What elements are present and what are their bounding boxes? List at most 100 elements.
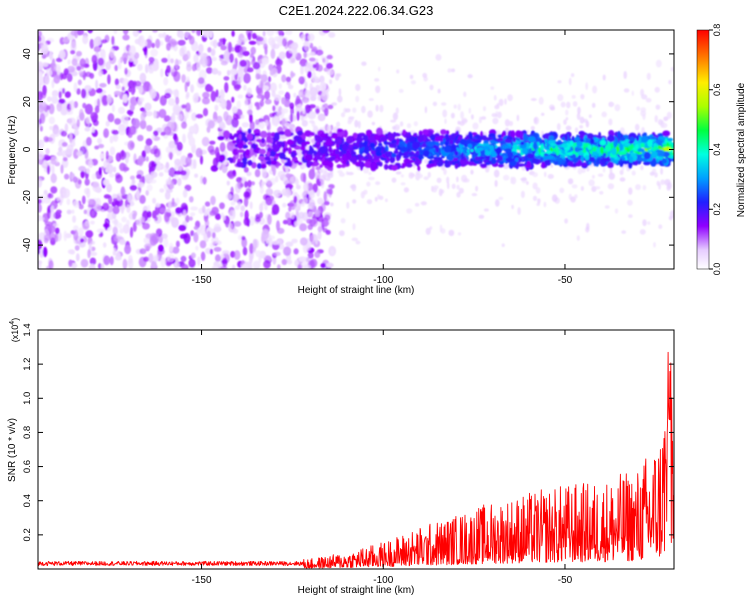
- noise-spot: [78, 165, 86, 172]
- halo-spot: [607, 183, 615, 190]
- noise-spot: [156, 163, 162, 168]
- signal-spot: [337, 128, 343, 133]
- spectrogram-x-tick-label: -100: [373, 275, 393, 286]
- halo-spot: [450, 68, 456, 73]
- halo-spot: [375, 85, 381, 94]
- noise-spot: [220, 45, 227, 51]
- noise-spot: [209, 248, 213, 255]
- noise-spot: [51, 90, 59, 97]
- signal-spot: [661, 158, 668, 164]
- noise-spot: [306, 62, 311, 68]
- noise-spot: [39, 40, 48, 51]
- halo-spot: [444, 118, 447, 125]
- halo-spot: [291, 178, 295, 184]
- noise-spot: [207, 47, 212, 53]
- noise-spot: [174, 58, 179, 70]
- noise-spot: [80, 170, 85, 179]
- noise-spot: [139, 39, 148, 48]
- noise-spot: [265, 197, 273, 206]
- noise-spot: [301, 96, 310, 104]
- halo-spot: [557, 80, 562, 84]
- noise-spot: [97, 57, 105, 66]
- signal-spot: [627, 161, 633, 169]
- snr-series-line: [38, 351, 674, 569]
- signal-spot: [427, 130, 433, 135]
- halo-spot: [298, 211, 305, 219]
- noise-spot: [233, 250, 241, 260]
- noise-spot: [261, 230, 270, 240]
- noise-spot: [303, 41, 311, 47]
- halo-spot: [495, 199, 500, 207]
- halo-spot: [636, 106, 641, 111]
- halo-spot: [645, 97, 652, 103]
- noise-spot: [74, 245, 80, 251]
- noise-spot: [64, 123, 69, 133]
- signal-spot: [328, 161, 334, 169]
- signal-spot: [520, 141, 525, 145]
- snr-frame: [37, 329, 675, 570]
- noise-spot: [220, 60, 228, 66]
- signal-spot: [634, 160, 638, 166]
- noise-spot: [137, 134, 144, 142]
- noise-spot: [226, 180, 230, 186]
- noise-spot: [184, 184, 192, 191]
- signal-spot: [313, 150, 317, 156]
- signal-spot: [352, 146, 359, 150]
- halo-spot: [572, 101, 578, 107]
- signal-spot: [389, 155, 396, 164]
- noise-spot: [243, 73, 251, 84]
- signal-spot: [328, 146, 333, 154]
- halo-spot: [491, 113, 498, 118]
- noise-spot: [38, 139, 45, 149]
- noise-spot: [252, 260, 261, 269]
- halo-spot: [565, 109, 569, 116]
- noise-spot: [317, 230, 322, 240]
- noise-spot: [171, 197, 175, 207]
- signal-spot: [325, 139, 333, 146]
- noise-spot: [309, 51, 316, 56]
- noise-spot: [193, 159, 197, 170]
- noise-spot: [159, 208, 166, 213]
- noise-spot: [329, 79, 333, 85]
- halo-spot: [640, 88, 645, 97]
- signal-spot: [230, 135, 235, 140]
- noise-spot: [158, 33, 164, 38]
- noise-spot: [43, 136, 49, 143]
- noise-spot: [134, 52, 140, 59]
- noise-spot: [84, 127, 91, 132]
- halo-spot: [337, 169, 343, 174]
- noise-spot: [72, 200, 80, 208]
- halo-spot: [564, 218, 568, 224]
- halo-spot: [570, 73, 575, 78]
- halo-spot: [510, 176, 513, 184]
- noise-spot: [80, 238, 84, 243]
- noise-spot: [229, 53, 234, 63]
- halo-spot: [301, 191, 307, 199]
- noise-spot: [73, 129, 79, 136]
- noise-spot: [298, 256, 307, 262]
- signal-spot: [470, 149, 474, 152]
- noise-spot: [250, 46, 256, 55]
- signal-spot: [279, 152, 286, 160]
- halo-spot: [574, 127, 579, 133]
- halo-spot: [396, 69, 400, 74]
- noise-spot: [144, 102, 152, 111]
- noise-spot: [211, 206, 219, 215]
- noise-spot: [215, 254, 221, 263]
- noise-spot: [90, 246, 96, 252]
- noise-spot: [64, 173, 70, 180]
- halo-spot: [326, 125, 332, 132]
- signal-spot: [525, 142, 530, 149]
- noise-spot: [203, 32, 210, 38]
- noise-spot: [118, 106, 125, 115]
- colorbar-tick-label: 0.0: [712, 263, 722, 276]
- noise-spot: [45, 148, 50, 155]
- halo-spot: [309, 95, 317, 102]
- signal-spot: [497, 155, 503, 161]
- noise-spot: [288, 84, 294, 90]
- noise-spot: [108, 173, 115, 178]
- noise-spot: [204, 219, 210, 228]
- halo-spot: [406, 123, 412, 129]
- noise-spot: [131, 178, 136, 185]
- halo-spot: [530, 126, 535, 130]
